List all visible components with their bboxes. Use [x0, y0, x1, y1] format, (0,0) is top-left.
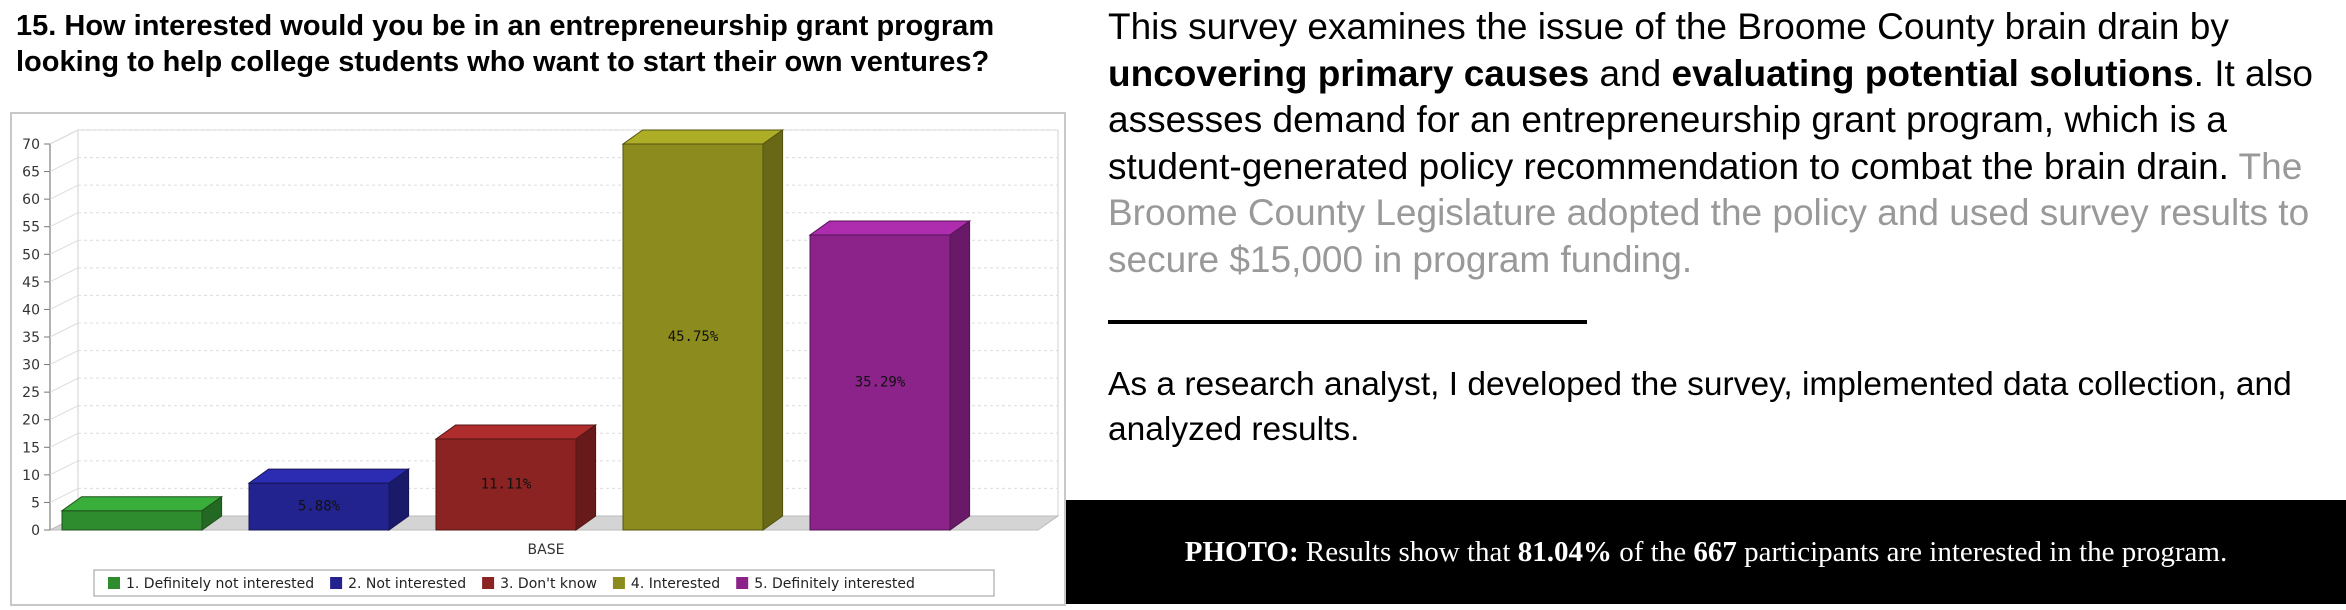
caption-label: PHOTO:: [1184, 535, 1299, 568]
y-tick-label: 60: [22, 192, 40, 208]
bar-data-label: 45.75%: [668, 329, 719, 345]
section-divider: [1108, 320, 1587, 324]
legend-item-3: 3. Don't know: [482, 576, 597, 592]
legend-swatch: [482, 577, 495, 589]
description-muted-text: The Broome County Legislature adopted th…: [1108, 145, 2310, 280]
y-tick-label: 35: [22, 330, 40, 346]
y-tick-label: 30: [22, 358, 40, 374]
role-statement: As a research analyst, I developed the s…: [1108, 366, 2292, 448]
legend-swatch: [330, 577, 343, 589]
survey-description: This survey examines the issue of the Br…: [1108, 4, 2318, 283]
grid-line-side: [49, 405, 79, 421]
legend-item-2: 2. Not interested: [330, 576, 466, 592]
grid-line-side: [49, 350, 79, 366]
description-bold-2: evaluating potential solutions: [1671, 52, 2194, 94]
bar-side: [388, 468, 410, 531]
grid-line-side: [49, 294, 79, 310]
question-title: 15. How interested would you be in an en…: [16, 10, 995, 78]
bar-front: [809, 234, 951, 531]
y-tick-label: 10: [22, 468, 40, 484]
grid-line-side: [49, 460, 79, 476]
photo-caption: PHOTO: Results show that 81.04% of the 6…: [1066, 500, 2346, 604]
y-tick-label: 40: [22, 302, 40, 318]
description-text-3: . It also assesses demand for an entrepr…: [1108, 52, 2313, 187]
y-tick-label: 50: [22, 247, 40, 263]
y-tick-label: 45: [22, 275, 40, 291]
y-tick-label: 55: [22, 220, 40, 236]
grid-line-side: [49, 432, 79, 448]
grid-line-side: [49, 184, 79, 200]
legend-item-4: 4. Interested: [612, 576, 720, 592]
bar-data-label: 5.88%: [298, 499, 341, 515]
y-tick-label: 65: [22, 165, 40, 181]
bar-top: [621, 129, 785, 145]
description-text-2: and: [1589, 52, 1672, 94]
y-tick-label: 15: [22, 440, 40, 456]
grid-line-side: [49, 267, 79, 283]
grid-line-side: [49, 239, 79, 255]
y-tick-label: 5: [31, 495, 40, 511]
legend-label: 5. Definitely interested: [754, 576, 915, 592]
y-tick-label: 20: [22, 413, 40, 429]
caption-percent: 81.04%: [1517, 535, 1612, 568]
bar-top: [808, 220, 972, 236]
bar-side: [575, 424, 597, 531]
bar-front: [248, 482, 390, 531]
y-tick-label: 25: [22, 385, 40, 401]
legend-box: [93, 569, 995, 597]
bar-data-label: 11.11%: [481, 477, 532, 493]
bar-5: 35.29%: [808, 220, 972, 531]
legend-item-5: 5. Definitely interested: [736, 576, 915, 592]
legend-swatch: [108, 577, 120, 589]
grid-line-side: [49, 212, 79, 228]
y-tick-label: 70: [22, 137, 40, 153]
bar-side: [762, 129, 784, 531]
description-text-1: This survey examines the issue of the Br…: [1108, 6, 2229, 47]
grid-line-side: [49, 377, 79, 393]
bar-2: 5.88%: [247, 468, 411, 531]
grid-line-side: [49, 129, 79, 145]
bar-side: [949, 220, 971, 531]
caption-text-2: of the: [1612, 535, 1694, 568]
caption-text-1: Results show that: [1298, 535, 1518, 568]
bar-data-label: 35.29%: [855, 374, 906, 390]
description-bold-1: uncovering primary causes: [1108, 52, 1590, 94]
legend-swatch: [736, 577, 749, 589]
bar-side: [201, 495, 223, 531]
legend-swatch: [612, 577, 625, 589]
bar-4: 45.75%: [621, 129, 785, 531]
bar-1: [60, 495, 224, 531]
bar-front: [61, 510, 203, 531]
legend-label: 4. Interested: [631, 576, 720, 592]
caption-count: 667: [1693, 535, 1737, 568]
bar-top: [60, 496, 224, 512]
legend-label: 3. Don't know: [500, 576, 597, 592]
y-tick-label: 0: [31, 523, 40, 539]
legend-item-1: 1. Definitely not interested: [108, 576, 314, 592]
bar-top: [247, 468, 411, 484]
bar-chart: 0 5 10 15 20 25 30 35 40 45 50 55 60 65 70 5.88% 11.11%…: [10, 112, 1066, 606]
grid-line-side: [49, 157, 79, 173]
grid-line-side: [49, 322, 79, 338]
caption-text-3: participants are interested in the progr…: [1736, 535, 2228, 568]
grid-line-side: [49, 487, 79, 503]
legend-label: 2. Not interested: [348, 576, 466, 592]
x-axis-label: BASE: [528, 542, 565, 558]
bar-3: 11.11%: [434, 424, 598, 531]
legend-label: 1. Definitely not interested: [126, 576, 314, 592]
bar-top: [434, 424, 598, 440]
bar-front: [622, 143, 764, 531]
bar-front: [435, 438, 577, 531]
